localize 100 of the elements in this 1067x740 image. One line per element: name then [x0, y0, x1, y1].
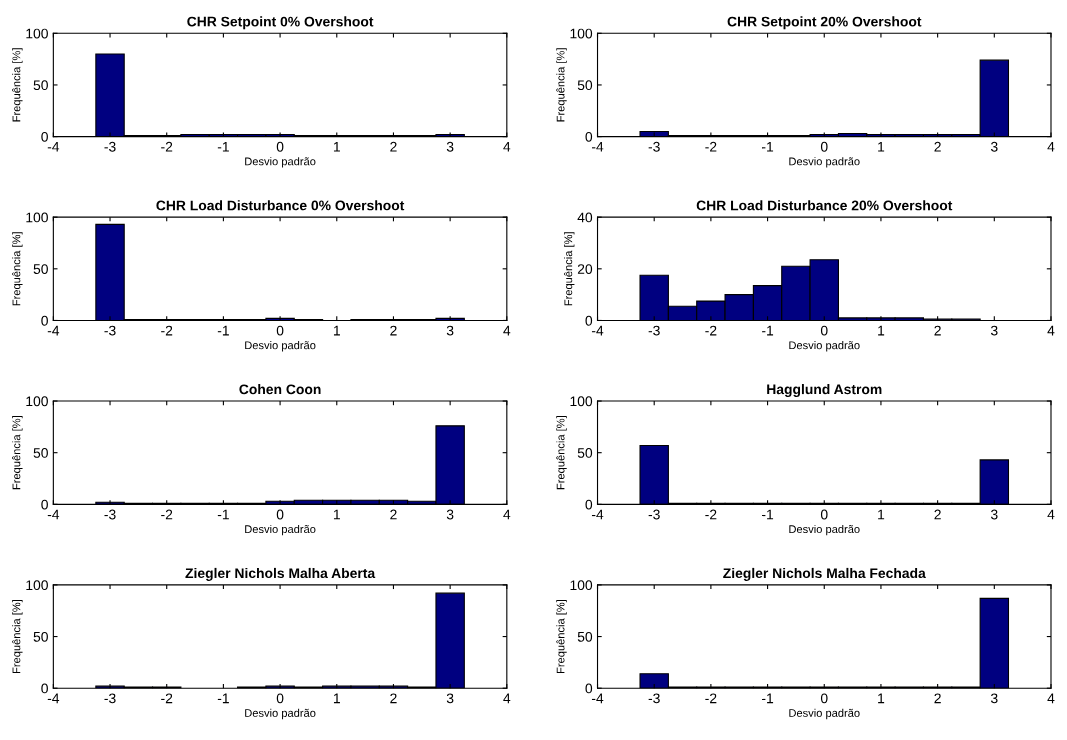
- x-tick-label: 3: [990, 693, 998, 704]
- y-tick-label: 100: [570, 396, 593, 407]
- x-tick-label: 1: [333, 325, 340, 336]
- x-tick-label: 1: [878, 509, 885, 520]
- x-tick-label: 4: [503, 693, 511, 704]
- x-tick-label: -4: [47, 509, 60, 520]
- chart-title: CHR Setpoint 0% Overshoot: [187, 16, 374, 30]
- x-tick-label: 3: [446, 509, 454, 520]
- x-tick-label: 3: [446, 693, 454, 704]
- x-tick-label: 2: [934, 693, 941, 704]
- x-axis-title: Desvio padrão: [245, 524, 316, 536]
- chart-title: Ziegler Nichols Malha Aberta: [185, 567, 376, 581]
- x-tick-label: -3: [104, 509, 116, 520]
- y-axis-title: Frequência [%]: [12, 232, 23, 306]
- chart-title: Cohen Coon: [239, 384, 321, 395]
- x-tick-label: -4: [591, 693, 604, 704]
- x-tick-label: -3: [648, 509, 660, 520]
- y-tick-label: 0: [585, 315, 593, 326]
- y-tick-label: 40: [577, 212, 593, 223]
- x-tick-label: -2: [161, 693, 173, 704]
- chart-title: CHR Load Disturbance 20% Overshoot: [696, 200, 953, 211]
- x-tick-label: 4: [503, 141, 511, 152]
- x-tick-label: 3: [446, 325, 454, 336]
- x-tick-label: -2: [161, 325, 173, 336]
- x-tick-label: 1: [333, 509, 340, 520]
- x-tick-label: -4: [47, 693, 60, 704]
- x-tick-label: -1: [762, 141, 774, 152]
- x-tick-label: 4: [1047, 693, 1055, 704]
- y-tick-label: 0: [41, 131, 48, 142]
- y-axis-title: Frequência [%]: [556, 599, 567, 673]
- x-tick-label: 1: [333, 141, 340, 152]
- x-tick-label: -1: [217, 141, 229, 152]
- x-tick-label: -2: [705, 509, 717, 520]
- x-tick-label: -2: [161, 141, 173, 152]
- x-tick-label: -4: [47, 325, 60, 336]
- chart-title: CHR Load Disturbance 0% Overshoot: [156, 200, 405, 211]
- y-tick-label: 0: [585, 131, 593, 142]
- x-tick-label: -2: [705, 141, 717, 152]
- x-tick-label: 2: [934, 141, 941, 152]
- x-tick-label: 1: [333, 693, 340, 704]
- x-tick-label: -3: [104, 693, 116, 704]
- y-tick-label: 100: [26, 396, 48, 407]
- y-tick-label: 100: [26, 212, 48, 223]
- x-axis-title: Desvio padrão: [245, 157, 316, 168]
- x-tick-label: 2: [390, 509, 397, 520]
- x-tick-label: 0: [820, 693, 828, 704]
- y-tick-label: 50: [33, 631, 48, 642]
- x-tick-label: -3: [104, 325, 116, 336]
- y-tick-label: 50: [33, 264, 48, 274]
- x-tick-label: 4: [1047, 509, 1055, 520]
- x-tick-label: 0: [820, 509, 828, 520]
- y-axis-title: Frequência [%]: [12, 416, 23, 490]
- x-tick-label: -2: [161, 509, 173, 520]
- y-tick-label: 100: [570, 28, 593, 39]
- x-tick-label: 2: [390, 141, 397, 152]
- chart-title: Ziegler Nichols Malha Fechada: [723, 567, 926, 581]
- x-tick-label: 1: [878, 141, 885, 152]
- x-tick-label: 2: [934, 325, 941, 336]
- x-axis-title: Desvio padrão: [789, 157, 860, 168]
- x-tick-label: 1: [878, 325, 885, 336]
- x-tick-label: -3: [648, 141, 660, 152]
- x-tick-label: 1: [878, 693, 885, 704]
- x-tick-label: -1: [762, 509, 774, 520]
- x-tick-label: -3: [648, 325, 660, 336]
- x-tick-label: 3: [990, 325, 998, 336]
- y-tick-label: 50: [577, 80, 593, 91]
- x-axis-title: Desvio padrão: [789, 524, 860, 536]
- y-axis-title: Frequência [%]: [12, 599, 23, 673]
- x-tick-label: 0: [820, 141, 828, 152]
- y-axis-title: Frequência [%]: [556, 416, 567, 490]
- x-tick-label: 3: [446, 141, 454, 152]
- y-tick-label: 0: [41, 315, 48, 326]
- x-tick-label: -1: [217, 509, 229, 520]
- x-tick-label: 4: [503, 509, 511, 520]
- y-tick-label: 100: [26, 580, 48, 591]
- x-axis-title: Desvio padrão: [245, 341, 316, 352]
- y-axis-title: Frequência [%]: [556, 48, 567, 122]
- y-tick-label: 0: [585, 499, 593, 510]
- x-tick-label: 0: [276, 325, 284, 336]
- x-tick-label: 2: [390, 693, 397, 704]
- x-tick-label: -1: [217, 693, 229, 704]
- y-tick-label: 100: [570, 580, 593, 591]
- x-tick-label: -4: [591, 509, 604, 520]
- x-axis-title: Desvio padrão: [789, 708, 860, 720]
- y-axis-title: Frequência [%]: [564, 232, 575, 306]
- x-tick-label: 0: [276, 693, 284, 704]
- x-tick-label: -4: [591, 325, 604, 336]
- x-tick-label: -3: [104, 141, 116, 152]
- x-tick-label: -2: [705, 693, 717, 704]
- x-tick-label: -1: [762, 325, 774, 336]
- x-tick-label: -3: [648, 693, 660, 704]
- x-axis-title: Desvio padrão: [245, 708, 316, 720]
- x-tick-label: 4: [503, 325, 511, 336]
- y-tick-label: 0: [41, 683, 48, 694]
- y-tick-label: 50: [33, 448, 48, 458]
- x-tick-label: 2: [934, 509, 941, 520]
- y-tick-label: 20: [577, 264, 593, 274]
- y-tick-label: 50: [33, 80, 48, 91]
- x-tick-label: -4: [47, 141, 60, 152]
- x-axis-title: Desvio padrão: [789, 341, 860, 352]
